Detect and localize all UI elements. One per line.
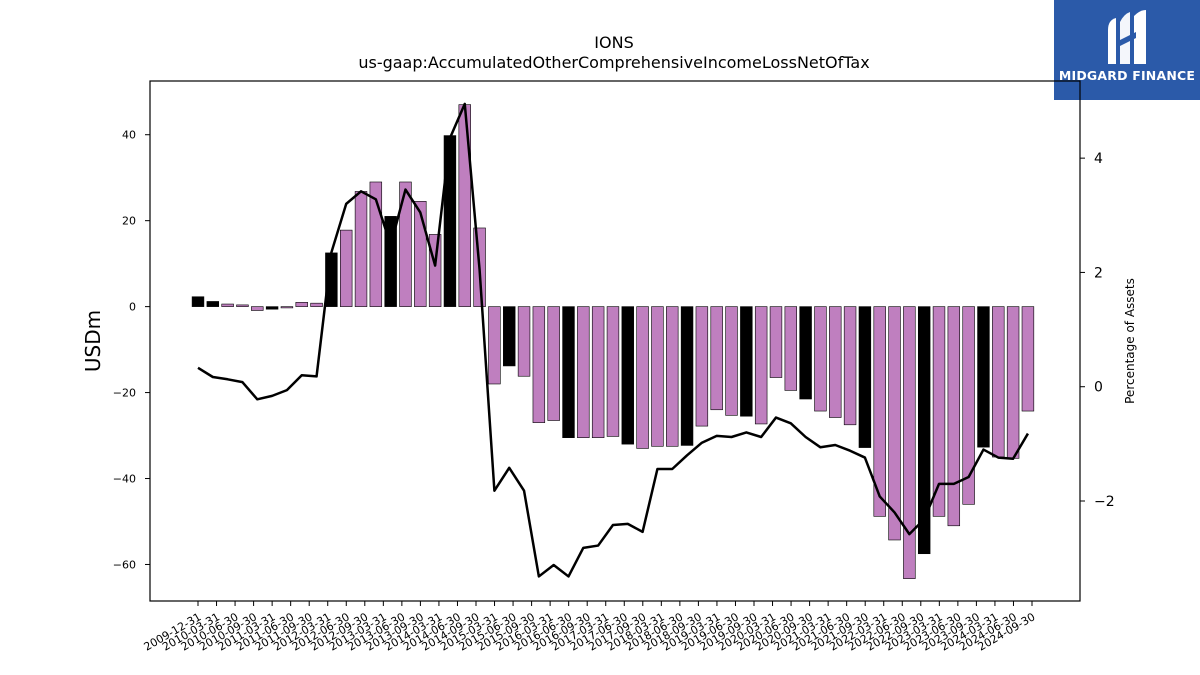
bar <box>591 306 605 438</box>
y2-tick-label: 4 <box>1094 151 1103 167</box>
bar <box>636 306 649 449</box>
bar <box>992 306 1005 458</box>
y-tick-label: 20 <box>122 215 136 228</box>
bar <box>577 306 590 438</box>
bar <box>310 302 323 307</box>
bar <box>651 306 664 447</box>
bar <box>666 306 679 447</box>
y-axis-label: USDm <box>81 310 105 372</box>
bar <box>903 306 916 579</box>
y2-tick-label: 2 <box>1094 265 1103 281</box>
bar <box>680 306 694 446</box>
bar <box>443 135 457 307</box>
y-tick-label: −60 <box>113 558 136 571</box>
bar <box>251 306 264 311</box>
bar <box>280 306 294 309</box>
bar <box>1006 306 1020 459</box>
bar <box>428 234 442 307</box>
midgard-logo-icon <box>1108 10 1146 64</box>
y-tick-label: 40 <box>122 129 136 142</box>
bar <box>339 229 353 307</box>
bar <box>191 296 205 307</box>
x-axis: 2009-12-312010-03-312010-06-302010-09-30… <box>142 601 1038 654</box>
bar <box>236 304 249 307</box>
y-tick-label: −40 <box>113 473 136 486</box>
bar <box>829 306 842 418</box>
bar <box>932 306 946 517</box>
brand-logo-text: MIDGARD FINANCE <box>1058 68 1196 83</box>
bar <box>606 306 620 437</box>
plot-frame <box>149 80 1081 602</box>
bar <box>843 306 857 426</box>
brand-logo: MIDGARD FINANCE <box>1054 0 1200 100</box>
bar <box>384 216 397 307</box>
bar <box>977 306 990 448</box>
y2-axis-label: Percentage of Assets <box>1123 278 1137 404</box>
bar <box>769 306 783 378</box>
bar <box>858 306 872 448</box>
bar <box>399 181 412 307</box>
bar <box>221 303 234 307</box>
bar <box>265 306 279 310</box>
bar <box>695 306 709 427</box>
bar <box>917 306 931 555</box>
bar <box>532 306 546 423</box>
y-tick-label: 0 <box>129 301 136 314</box>
bar <box>888 306 901 541</box>
chart-subtitle: us-gaap:AccumulatedOtherComprehensiveInc… <box>358 53 869 72</box>
bar <box>369 181 383 307</box>
y2-tick-label: 0 <box>1094 380 1103 396</box>
bar <box>621 306 634 445</box>
y2-axis: −2 0 2 4 <box>1080 151 1115 510</box>
bar <box>562 306 575 438</box>
bar <box>784 306 798 391</box>
bar <box>947 306 961 527</box>
bar <box>503 306 516 367</box>
y-tick-label: −20 <box>113 387 136 400</box>
bar <box>354 191 368 307</box>
bar <box>458 104 471 307</box>
bar <box>814 306 827 412</box>
bar <box>1021 306 1035 412</box>
bar <box>962 306 975 505</box>
bar <box>295 302 308 307</box>
bar <box>873 306 886 517</box>
bar <box>414 201 427 307</box>
y-axis: −60 −40 −20 0 20 40 <box>113 129 150 571</box>
line-series <box>197 102 1029 578</box>
line-series-path <box>197 102 1029 578</box>
bar <box>740 306 753 417</box>
bar-series <box>191 104 1035 579</box>
chart-title: IONS <box>594 33 633 52</box>
bar <box>206 301 220 307</box>
bar <box>710 306 723 411</box>
bar <box>517 306 531 377</box>
bar <box>488 306 501 385</box>
bar <box>754 306 768 425</box>
y2-tick-label: −2 <box>1094 494 1115 510</box>
bar <box>547 306 560 421</box>
bar <box>725 306 738 416</box>
bar <box>799 306 812 400</box>
